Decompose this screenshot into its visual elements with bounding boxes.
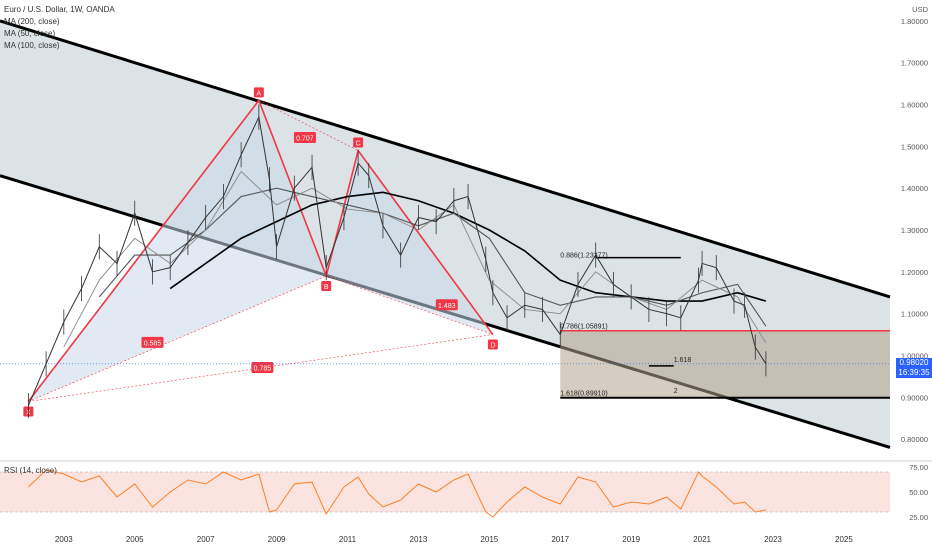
price-tick-6: 1.20000 [901,268,928,277]
channel-upper-line [0,19,891,299]
pattern-xb-ratio-line [28,275,327,402]
target-zone [560,330,890,398]
chart-legend: Euro / U.S. Dollar, 1W, OANDA MA (200, c… [4,4,115,52]
time-tick-10: 2023 [764,535,782,544]
rsi-tick-1: 50.00 [909,488,928,497]
legend-ma-200: MA (200, close) [4,17,60,26]
time-tick-5: 2013 [410,535,428,544]
level-annotation-1: 0.786(1.05891) [560,323,607,330]
ratio-label-1: 0.585 [144,340,162,347]
price-tick-7: 1.10000 [901,310,928,319]
pattern-point-box-B [321,281,332,291]
pattern-bcd-fill [326,150,493,335]
currency-label: USD [912,5,928,14]
level-annotation-3: 1.618(0.89910) [560,390,607,397]
level-annotation-4: 2 [674,388,678,395]
time-tick-8: 2019 [622,535,640,544]
ratio-label-3: 0.785 [254,366,272,373]
price-line [27,115,767,406]
pattern-point-label-D: D [490,343,495,350]
ratio-label-2: 1.483 [438,303,456,310]
price-tick-4: 1.40000 [901,184,928,193]
price-tick-8: 1.00000 [901,351,928,360]
time-tick-11: 2025 [835,535,853,544]
current-price-badge: 0.98020 16:39:35 [896,358,932,378]
pattern-ac-ratio-line [258,100,359,151]
ma-line-1 [169,191,767,302]
time-tick-0: 2003 [55,535,73,544]
price-tick-3: 1.50000 [901,142,928,151]
rsi-layer [0,469,890,518]
ratio-box-1 [141,336,164,348]
ratio-box-3 [251,362,274,373]
pattern-point-label-C: C [356,141,361,148]
price-tick-1: 1.70000 [901,59,928,68]
chart-title: Euro / U.S. Dollar, 1W, OANDA [4,5,115,14]
price-tick-5: 1.30000 [901,226,928,235]
rsi-tick-2: 25.00 [909,513,928,522]
rsi-legend: RSI (14, close) [4,466,57,475]
pattern-point-box-D [487,339,498,350]
time-tick-9: 2021 [693,535,711,544]
price-tick-10: 0.80000 [901,435,928,444]
channel-layer [0,19,891,449]
ratio-box-0 [293,132,316,143]
annotations-layer: 0.886(1.23377) 0.786(1.05891) 1.618 1.618(0… [560,252,691,397]
legend-ma-50: MA (50, close) [4,29,56,38]
time-tick-1: 2005 [126,535,144,544]
level-annotation-0: 0.886(1.23377) [560,252,607,259]
pattern-point-box-A [253,87,264,98]
rsi-band [0,472,890,512]
time-tick-4: 2011 [339,535,357,544]
axes-layer: 1.80000 1.70000 1.60000 1.50000 1.40000 1.300… [0,5,932,544]
ratio-label-0: 0.707 [296,136,314,143]
level-annotation-2: 1.618 [674,357,692,364]
price-tick-9: 0.90000 [901,393,928,402]
time-tick-7: 2017 [551,535,569,544]
pattern-point-label-A: A [257,90,262,97]
rsi-tick-0: 75.00 [909,463,928,472]
price-tick-0: 1.80000 [901,17,928,26]
pattern-point-label-B: B [324,284,329,291]
legend-ma-100: MA (100, close) [4,41,60,50]
price-tick-2: 1.60000 [901,101,928,110]
pattern-point-box-C [353,137,364,148]
pattern-xab-fill [28,100,327,402]
time-tick-6: 2015 [480,535,498,544]
ratio-box-2 [435,299,458,311]
current-price: 0.98020 [899,358,929,367]
pattern-bd-ratio-line [326,275,493,335]
time-tick-3: 2009 [268,535,286,544]
time-tick-2: 2007 [197,535,215,544]
bar-countdown: 16:39:35 [898,368,930,377]
price-series-layer [0,104,890,419]
rsi-line [28,469,766,518]
